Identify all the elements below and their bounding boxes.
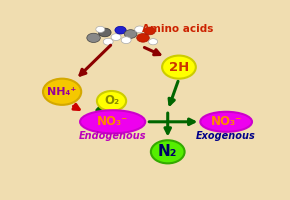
Circle shape — [151, 140, 184, 163]
Text: NO₃⁻: NO₃⁻ — [211, 115, 242, 128]
Circle shape — [115, 26, 126, 34]
Circle shape — [144, 27, 155, 35]
Circle shape — [121, 37, 131, 44]
Circle shape — [124, 30, 137, 38]
Text: NO₃⁻: NO₃⁻ — [97, 115, 128, 128]
Circle shape — [97, 91, 126, 111]
Circle shape — [111, 34, 121, 40]
Circle shape — [87, 33, 100, 42]
Circle shape — [162, 56, 196, 79]
Circle shape — [135, 26, 145, 33]
Circle shape — [43, 79, 81, 105]
Circle shape — [99, 28, 111, 37]
Text: Amino acids: Amino acids — [142, 24, 213, 34]
Circle shape — [96, 26, 105, 32]
Circle shape — [148, 39, 158, 45]
Ellipse shape — [80, 110, 145, 133]
Text: 2H: 2H — [169, 61, 189, 74]
Ellipse shape — [200, 112, 252, 132]
Text: Exogenous: Exogenous — [196, 131, 256, 141]
Circle shape — [103, 38, 113, 45]
Circle shape — [137, 34, 149, 42]
Text: NH₄⁺: NH₄⁺ — [48, 87, 77, 97]
Text: Endogenous: Endogenous — [79, 131, 146, 141]
Text: O₂: O₂ — [104, 95, 119, 108]
Text: N₂: N₂ — [158, 144, 177, 159]
